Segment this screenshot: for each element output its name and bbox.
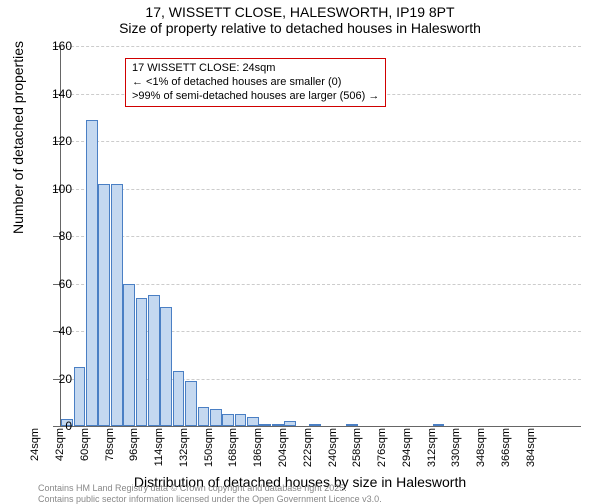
bar <box>136 298 148 426</box>
bar <box>111 184 123 426</box>
gridline <box>61 46 581 47</box>
gridline <box>61 236 581 237</box>
bar <box>123 284 135 427</box>
x-tick-label: 276sqm <box>376 428 388 478</box>
x-tick-label: 240sqm <box>327 428 339 478</box>
bar <box>74 367 86 426</box>
chart-title-sub: Size of property relative to detached ho… <box>0 20 600 36</box>
y-tick-label: 160 <box>42 39 72 53</box>
y-tick-label: 120 <box>42 134 72 148</box>
x-tick-label: 24sqm <box>29 428 41 478</box>
y-axis-label: Number of detached properties <box>10 41 26 234</box>
x-tick-label: 348sqm <box>475 428 487 478</box>
bar <box>160 307 172 426</box>
gridline <box>61 141 581 142</box>
x-tick-label: 366sqm <box>500 428 512 478</box>
info-box: 17 WISSETT CLOSE: 24sqm← <1% of detached… <box>125 58 386 107</box>
gridline <box>61 284 581 285</box>
bar <box>198 407 210 426</box>
x-tick-label: 60sqm <box>79 428 91 478</box>
bar <box>433 424 445 426</box>
x-tick-label: 258sqm <box>351 428 363 478</box>
x-tick-label: 42sqm <box>54 428 66 478</box>
x-tick-label: 222sqm <box>302 428 314 478</box>
bar <box>309 424 321 426</box>
x-tick-label: 114sqm <box>153 428 165 478</box>
bar <box>86 120 98 426</box>
info-box-line: 17 WISSETT CLOSE: 24sqm <box>132 62 379 76</box>
bar <box>148 295 160 426</box>
footer-line1: Contains HM Land Registry data © Crown c… <box>38 483 382 493</box>
bar <box>272 424 284 426</box>
bar <box>346 424 358 426</box>
y-tick-label: 140 <box>42 87 72 101</box>
gridline <box>61 189 581 190</box>
x-tick-label: 204sqm <box>277 428 289 478</box>
bar <box>284 421 296 426</box>
bar <box>185 381 197 426</box>
x-tick-label: 96sqm <box>128 428 140 478</box>
y-tick-label: 0 <box>42 419 72 433</box>
footer-line2: Contains public sector information licen… <box>38 494 382 504</box>
x-tick-label: 384sqm <box>525 428 537 478</box>
y-tick-label: 20 <box>42 372 72 386</box>
bar <box>98 184 110 426</box>
x-tick-label: 150sqm <box>203 428 215 478</box>
x-tick-label: 312sqm <box>426 428 438 478</box>
x-tick-label: 132sqm <box>178 428 190 478</box>
y-tick-label: 60 <box>42 277 72 291</box>
y-tick-label: 100 <box>42 182 72 196</box>
x-tick-label: 330sqm <box>450 428 462 478</box>
y-tick-label: 80 <box>42 229 72 243</box>
plot-area: 24sqm42sqm60sqm78sqm96sqm114sqm132sqm150… <box>60 46 581 427</box>
x-tick-label: 294sqm <box>401 428 413 478</box>
bar <box>259 424 271 426</box>
x-tick-label: 186sqm <box>252 428 264 478</box>
x-tick-label: 78sqm <box>104 428 116 478</box>
chart-title-main: 17, WISSETT CLOSE, HALESWORTH, IP19 8PT <box>0 4 600 20</box>
info-box-line: ← <1% of detached houses are smaller (0) <box>132 76 379 90</box>
footer-attribution: Contains HM Land Registry data © Crown c… <box>38 483 382 504</box>
bar <box>173 371 185 426</box>
bar <box>222 414 234 426</box>
bar <box>210 409 222 426</box>
y-tick-label: 40 <box>42 324 72 338</box>
bar <box>235 414 247 426</box>
bar <box>247 417 259 427</box>
info-box-line: >99% of semi-detached houses are larger … <box>132 90 379 104</box>
x-tick-label: 168sqm <box>227 428 239 478</box>
